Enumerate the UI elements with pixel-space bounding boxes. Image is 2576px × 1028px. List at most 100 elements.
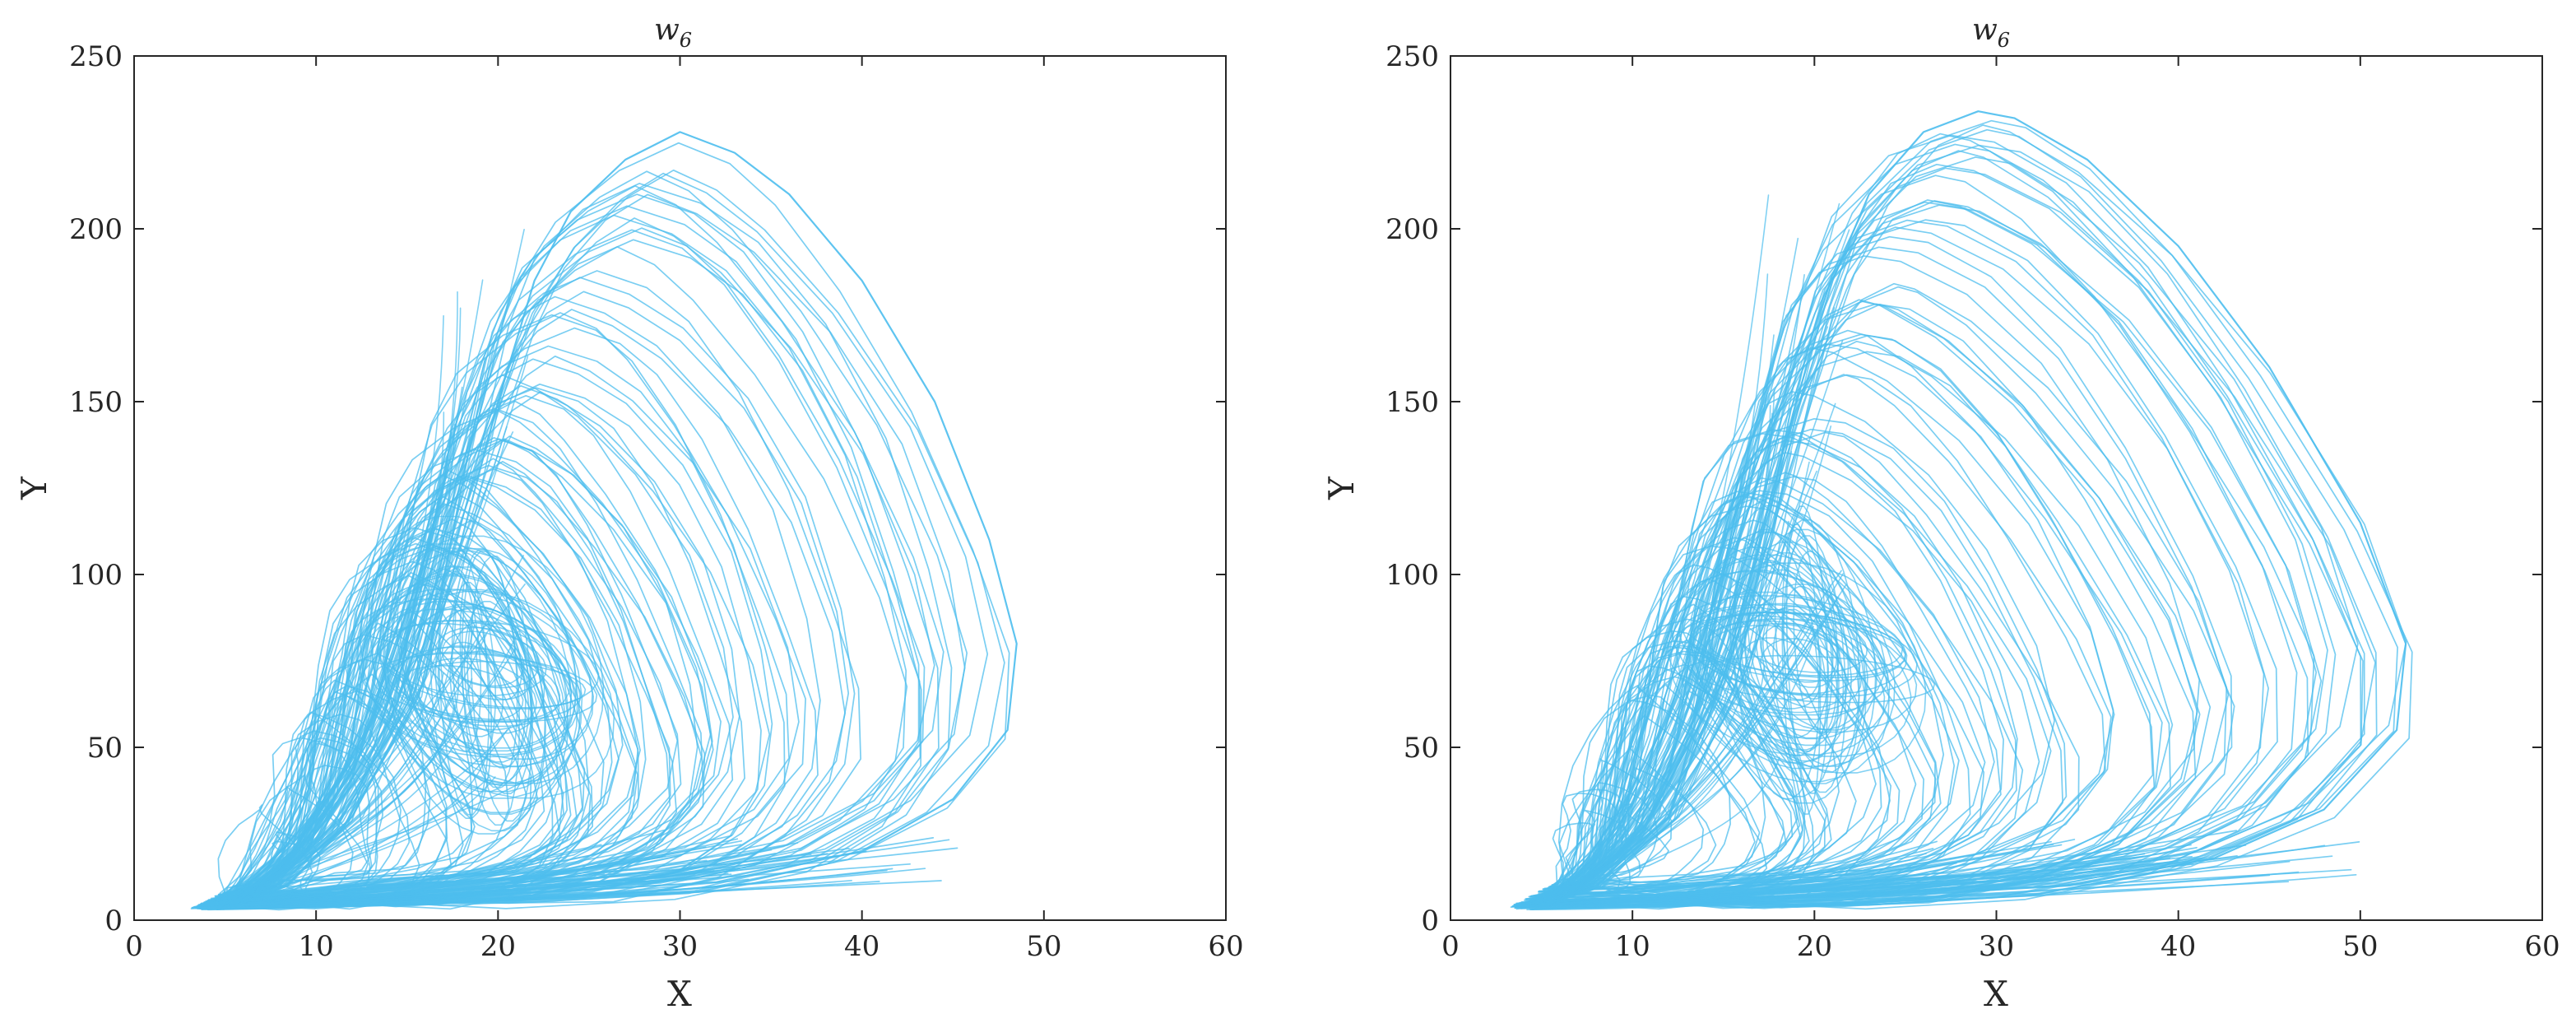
left-chart-trajectory-spiral	[379, 620, 571, 723]
right-chart-y-tick-label: 250	[1385, 40, 1439, 73]
right-chart-trajectory-spiral	[1711, 562, 1927, 774]
right-chart-trajectory-spiral	[1762, 608, 1822, 700]
right-chart-trajectory-flank	[1529, 375, 1813, 907]
left-chart-trajectory-flank	[218, 279, 484, 907]
right-chart-trajectory-loop	[1520, 299, 2201, 909]
left-chart-y-tick-label: 250	[69, 40, 123, 73]
left-chart-trajectory-flank	[220, 307, 462, 907]
left-chart-x-tick-label: 60	[1208, 930, 1243, 963]
right-chart-trajectory-flank	[1520, 426, 1832, 907]
right-chart-trajectory-spiral	[1760, 638, 1848, 709]
left-chart-trajectory-loop	[200, 467, 671, 905]
left-chart-trajectory-spiral	[434, 626, 540, 689]
right-chart-title-subscript: 6	[1998, 29, 2010, 52]
right-chart-trajectory-flank	[1532, 307, 1836, 907]
right-chart-trajectory-flank	[1536, 194, 1770, 907]
right-chart-y-tick-label: 200	[1385, 213, 1439, 246]
left-chart-trajectory-spiral	[401, 606, 581, 784]
left-chart-trajectory-flank	[233, 776, 496, 907]
left-chart-trajectory-band	[214, 850, 867, 909]
right-chart-x-axis-label: X	[1984, 974, 2008, 1014]
right-chart-trajectory-flank	[1541, 402, 1836, 907]
left-chart-trajectory-band	[198, 835, 732, 906]
left-chart-trajectory-flank	[203, 583, 526, 907]
left-chart-trajectories	[190, 131, 1018, 911]
left-chart-trajectory-flank	[202, 431, 514, 907]
right-chart-y-tick-label: 0	[1421, 905, 1439, 937]
left-chart-trajectory-spiral	[403, 645, 560, 749]
right-chart-trajectory-band	[1531, 840, 2052, 906]
right-chart-trajectory-flank	[1522, 334, 1775, 907]
right-chart-trajectory-loop	[1520, 477, 1995, 903]
right-chart-panel: 0 10 20 30 40 50 60 0 50 100 150 200 250 w6 X Y	[1321, 13, 2560, 1014]
left-chart-trajectory-loop	[215, 526, 586, 898]
right-chart-trajectory-flank	[1549, 756, 1780, 907]
left-chart-trajectory-loop	[197, 277, 856, 906]
left-chart-trajectory-spiral	[369, 515, 578, 815]
left-chart-trajectory-flank	[224, 776, 532, 907]
right-chart-trajectory-band	[1534, 873, 2357, 907]
left-chart-trajectory-flank	[210, 634, 487, 907]
left-chart-trajectory-loop	[210, 246, 908, 904]
left-chart-y-tick-label: 150	[69, 386, 123, 419]
right-chart-trajectory-band	[1534, 856, 2193, 906]
left-chart-trajectory-flank	[231, 729, 508, 907]
right-chart-trajectory-band	[1539, 873, 2108, 909]
left-chart-trajectory-spiral	[360, 543, 583, 799]
left-chart-trajectory-spiral	[430, 607, 545, 734]
right-chart-y-axis-label: Y	[1321, 476, 1362, 500]
left-chart-trajectory-spiral	[386, 547, 546, 835]
right-chart-y-tick-label: 150	[1385, 386, 1439, 419]
left-chart-trajectory-flank	[220, 482, 452, 907]
left-chart-trajectory-spiral	[402, 590, 593, 760]
left-chart-x-tick-label: 50	[1026, 930, 1061, 963]
left-chart-trajectory-band	[207, 859, 708, 909]
right-chart-trajectory-spiral	[1669, 607, 1886, 756]
right-chart-trajectory-flank	[1538, 412, 1773, 907]
right-chart-trajectory-band	[1533, 860, 2179, 909]
left-chart-trajectory-spiral	[470, 556, 534, 822]
right-chart-x-tick-label: 50	[2342, 930, 2378, 963]
left-chart-trajectory-flank	[219, 675, 460, 907]
left-chart-trajectory-spiral	[416, 566, 546, 832]
left-chart-trajectory-spiral	[413, 547, 578, 767]
right-chart-trajectory-flank	[1546, 470, 1817, 907]
left-chart-title-subscript: 6	[680, 29, 692, 52]
right-chart-x-tick-label: 10	[1615, 930, 1650, 963]
left-chart-trajectory-loop	[194, 227, 926, 908]
left-chart-trajectory-loop	[207, 205, 920, 905]
left-chart-x-tick-label: 0	[125, 930, 143, 963]
left-chart-trajectory-flank	[206, 756, 487, 907]
left-chart-panel: 0 10 20 30 40 50 60 0 50 100 150 200 250 w6 X Y	[14, 13, 1244, 1014]
right-chart-trajectory-loop	[1560, 809, 1631, 881]
left-chart-x-tick-label: 40	[844, 930, 880, 963]
right-chart-y-tick-label: 100	[1385, 559, 1439, 592]
left-chart-trajectory-spiral	[357, 588, 594, 768]
left-chart-y-tick-label: 50	[87, 732, 123, 765]
left-chart-trajectory-loop	[205, 394, 734, 902]
left-chart-x-axis-label: X	[667, 974, 692, 1014]
left-chart-x-ticks: 0 10 20 30 40 50 60	[125, 56, 1244, 963]
left-chart-x-tick-label: 10	[299, 930, 334, 963]
right-chart-trajectory-spiral	[1734, 532, 1833, 756]
right-chart-trajectory-flank	[1529, 573, 1844, 907]
right-chart-trajectory-spiral	[1676, 570, 1890, 783]
left-chart-x-tick-label: 30	[662, 930, 698, 963]
right-chart-x-ticks: 0 10 20 30 40 50 60	[1441, 56, 2560, 963]
right-chart-trajectory-flank	[1524, 274, 1805, 907]
left-chart-trajectory-loop	[205, 239, 922, 909]
right-chart-trajectory-spiral	[1774, 519, 1860, 774]
left-chart-trajectory-band	[222, 867, 746, 906]
right-chart-trajectory-flank	[1521, 273, 1769, 907]
right-chart-trajectory-spiral	[1692, 558, 1866, 770]
right-chart-trajectory-spiral	[1702, 602, 1912, 757]
right-chart-title: w6	[1972, 13, 2010, 52]
right-chart-x-tick-label: 40	[2161, 930, 2196, 963]
right-chart-y-ticks: 0 50 100 150 200 250	[1385, 40, 2542, 937]
left-chart-y-ticks: 0 50 100 150 200 250	[69, 40, 1226, 937]
right-chart-trajectory-spiral	[1785, 505, 1829, 794]
left-chart-trajectory-spiral	[441, 630, 525, 687]
right-chart-trajectory-flank	[1521, 584, 1847, 907]
left-chart-y-tick-label: 100	[69, 559, 123, 592]
